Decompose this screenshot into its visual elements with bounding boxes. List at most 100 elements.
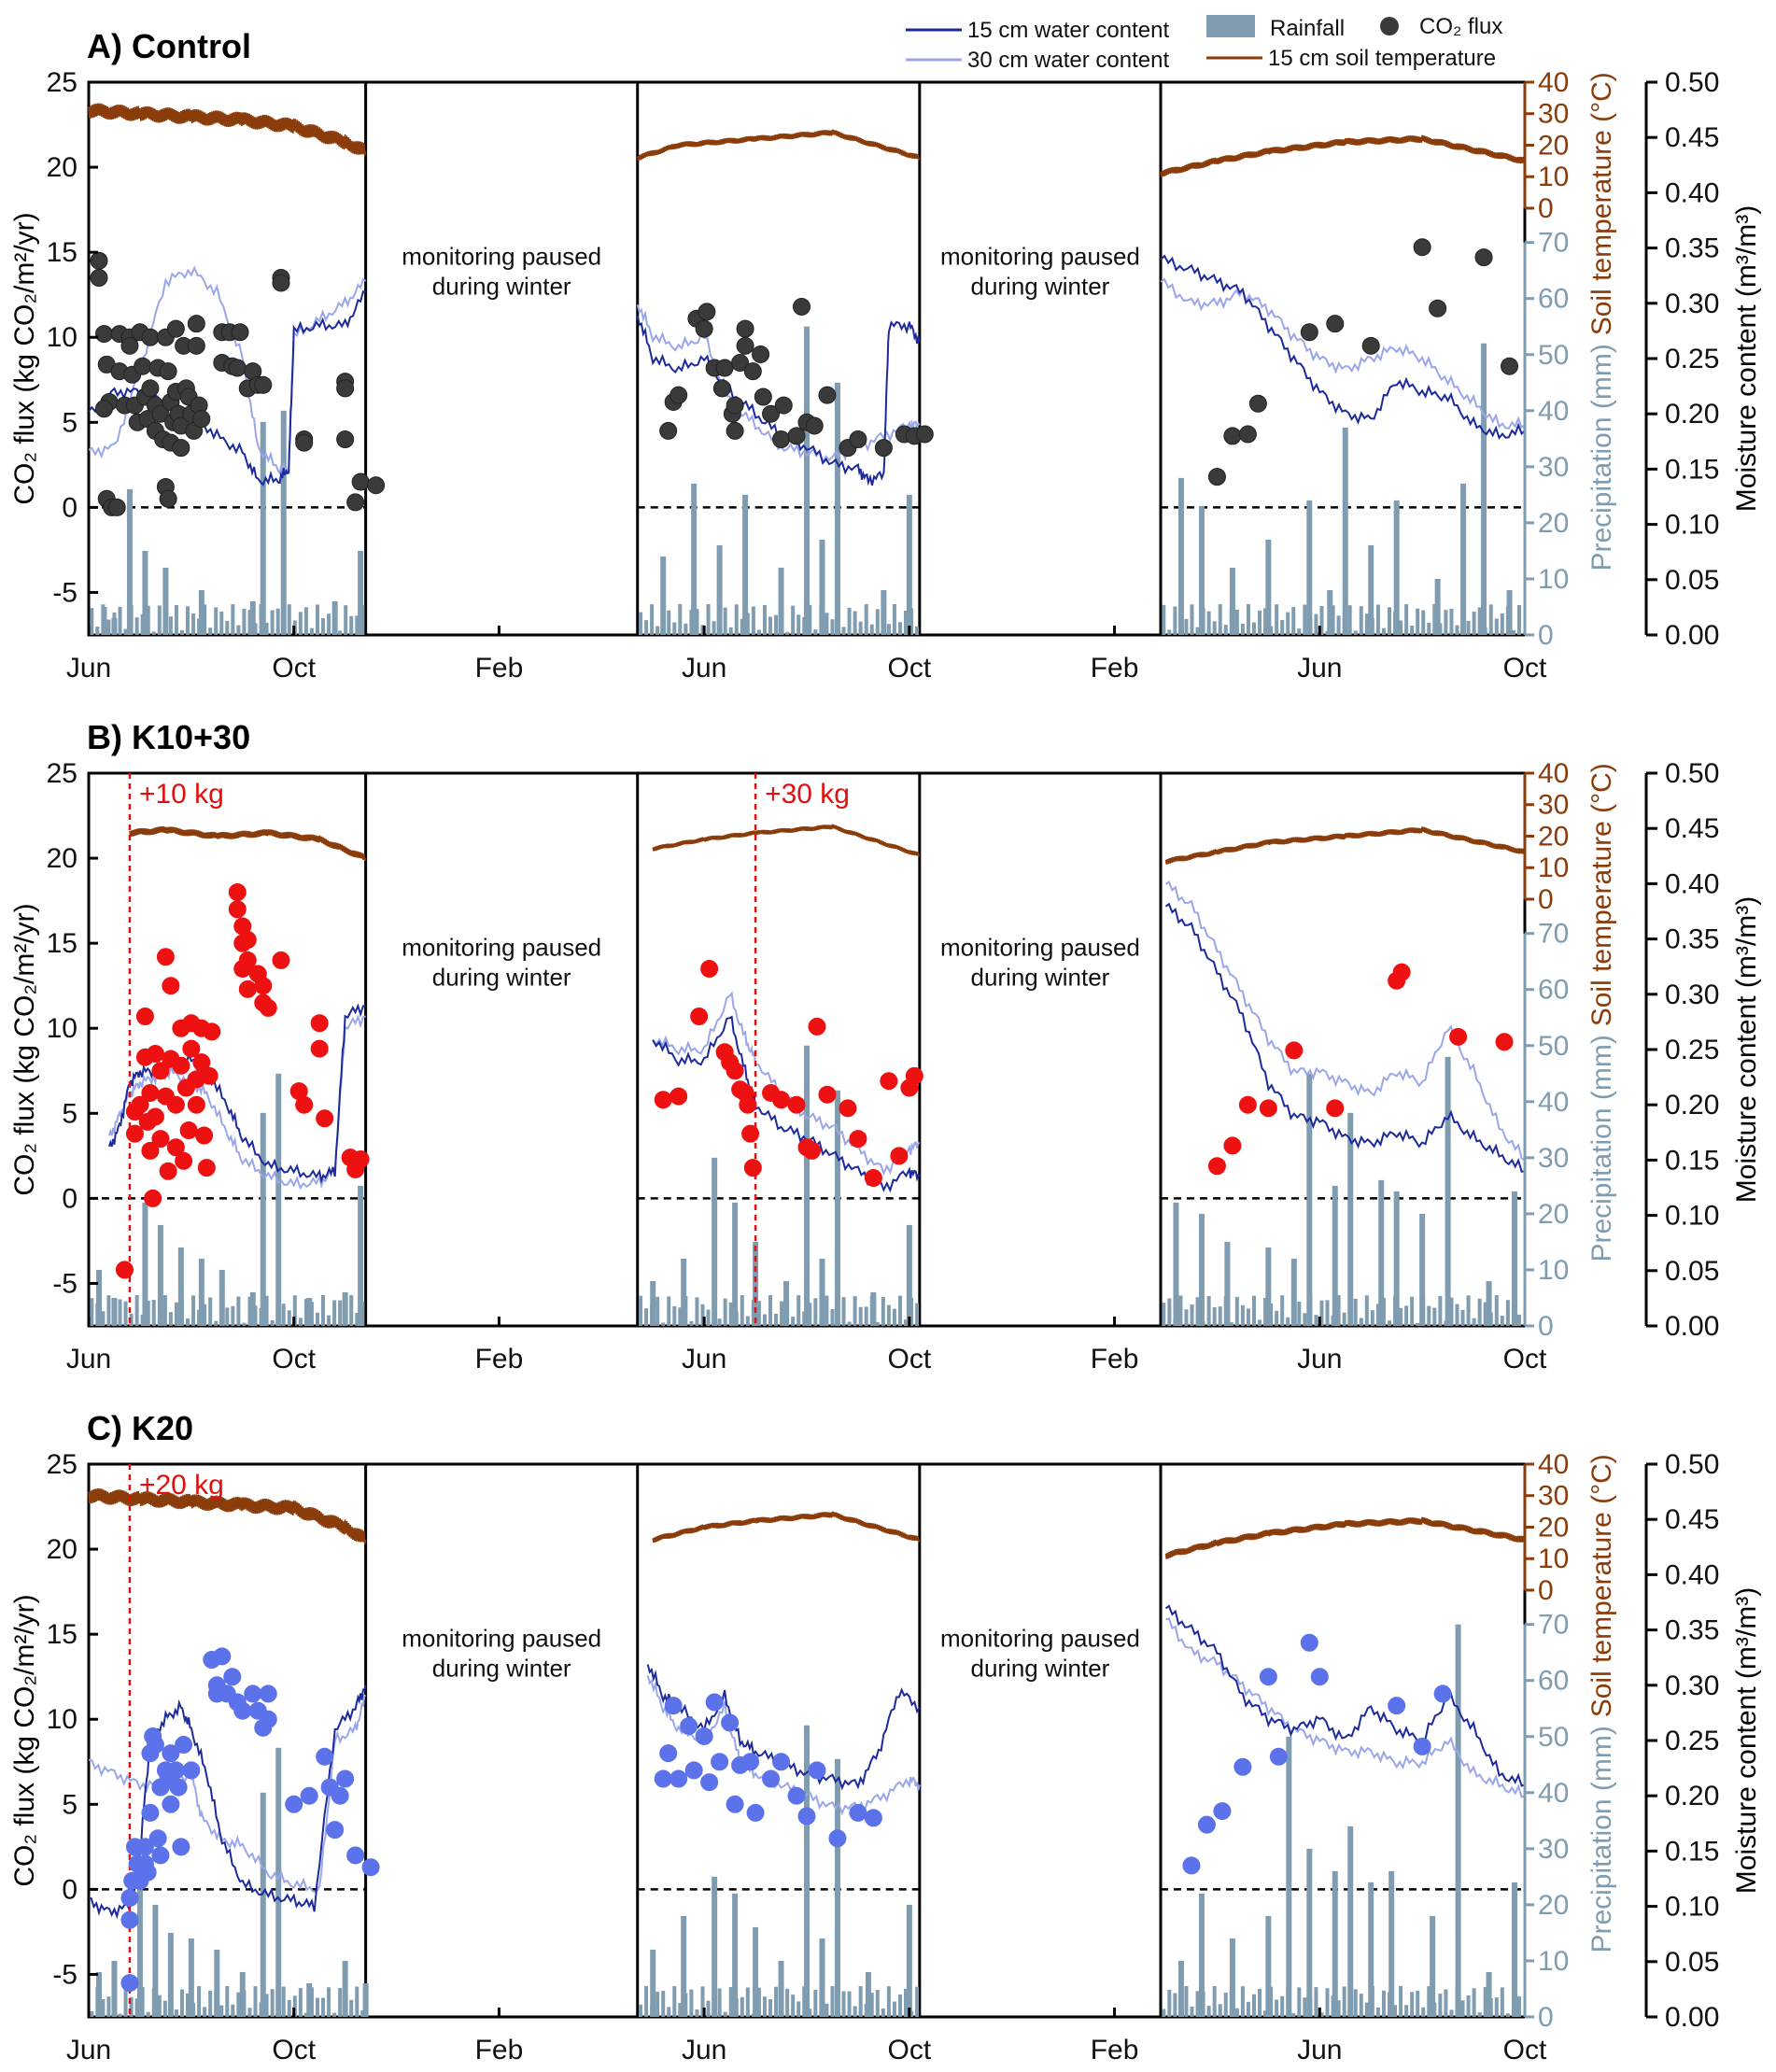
co2-flux-point — [659, 1744, 678, 1763]
rain-bar — [1387, 607, 1391, 635]
rain-bar — [249, 600, 256, 635]
rain-bar — [292, 1295, 297, 1326]
rain-bar — [321, 1997, 326, 2017]
rain-bar — [1195, 627, 1200, 635]
rain-bar — [1263, 1297, 1268, 1326]
rain-bar — [1162, 604, 1166, 635]
rain-bar — [732, 1202, 739, 1326]
rain-bar — [203, 1304, 207, 1326]
rain-bar — [95, 627, 100, 635]
rain-bar — [260, 1112, 266, 1326]
temperature-tick-label: 0 — [1538, 193, 1554, 224]
rain-bar — [186, 1318, 190, 1326]
rain-bar — [1388, 1870, 1395, 2017]
rain-bar — [1375, 2007, 1380, 2017]
rain-bar — [804, 1725, 810, 2017]
rain-bar — [886, 1304, 891, 1326]
rain-bar — [1466, 620, 1471, 635]
pause-label-line: monitoring paused — [940, 242, 1140, 270]
co2-flux-point — [316, 1109, 334, 1128]
co2-flux-point — [213, 1647, 232, 1666]
treatment-marker-label: +20 kg — [139, 1470, 224, 1501]
temperature-tick-label: 40 — [1538, 67, 1569, 98]
rain-bar — [327, 1987, 331, 2017]
co2-flux-point — [1413, 238, 1431, 257]
co2-flux-point — [1300, 1633, 1318, 1652]
rain-bar — [111, 1960, 118, 2017]
temperature-line — [1164, 826, 1526, 865]
co2-flux-point — [890, 1147, 909, 1165]
rain-bar — [1393, 500, 1400, 635]
co2-flux-point — [141, 1803, 160, 1822]
precipitation-tick-label: 20 — [1538, 508, 1569, 539]
rain-bar — [1500, 1316, 1504, 1326]
temperature-tick-label: 40 — [1538, 1449, 1569, 1480]
co2-flux-point — [787, 1095, 806, 1114]
rain-bar — [1494, 1997, 1499, 2017]
rain-bar — [1404, 2005, 1409, 2017]
rain-bar — [292, 1995, 297, 2017]
rain-bar — [1306, 1073, 1313, 1326]
x-tick-label: Feb — [1091, 2035, 1139, 2065]
rain-bar — [309, 627, 314, 635]
co2-flux-point — [818, 1085, 837, 1104]
rain-bar — [639, 612, 643, 635]
pause-label-line: during winter — [432, 963, 571, 991]
moisture-axis: 0.00 0.05 0.10 0.15 0.20 0.25 0.30 0.35 0.40 0.45… — [1644, 758, 1762, 1342]
rain-bar — [1416, 1990, 1420, 2017]
flux-tick-label: 25 — [47, 67, 78, 98]
rain-bar — [892, 1308, 896, 1326]
co2-flux-point — [793, 297, 811, 316]
rain-bar — [897, 1295, 902, 1326]
rain-bar — [168, 1312, 173, 1326]
co2-flux-point — [802, 1141, 821, 1160]
rain-bar — [1421, 2007, 1426, 2017]
rain-bar — [639, 1295, 643, 1326]
water15-line — [1164, 902, 1526, 1173]
water30-line — [1164, 880, 1526, 1162]
rain-bar — [101, 606, 107, 635]
rain-bar — [214, 1320, 218, 1326]
rain-bar — [242, 1322, 247, 1326]
moisture-tick-label: 0.45 — [1665, 1504, 1719, 1535]
temperature-tick-label: 20 — [1538, 1512, 1569, 1543]
moisture-tick-label: 0.15 — [1665, 1836, 1719, 1867]
rain-bar — [1427, 622, 1431, 635]
co2-flux-point — [187, 315, 205, 333]
co2-flux-point — [715, 359, 734, 377]
precipitation-tick-label: 70 — [1538, 228, 1569, 259]
rain-bar — [1387, 1320, 1391, 1326]
co2-flux-point — [1259, 1099, 1277, 1118]
co2-flux-point — [351, 472, 370, 491]
rain-bar — [870, 1291, 877, 1326]
co2-flux-point — [175, 1736, 193, 1755]
x-tick-label: Oct — [1503, 2035, 1547, 2065]
rain-bar — [728, 627, 733, 635]
water30-line — [88, 1694, 366, 1894]
rain-bar — [225, 1307, 230, 1326]
rain-bar — [1511, 629, 1515, 635]
rain-bar — [834, 382, 840, 635]
rain-bar — [1399, 1307, 1403, 1326]
moisture-axis-title: Moisture content (m³/m³) — [1731, 205, 1762, 512]
co2-flux-point — [808, 1017, 826, 1036]
rain-bar — [655, 1992, 660, 2017]
rain-bar — [355, 1313, 359, 1326]
rain-bar — [1251, 1295, 1256, 1326]
co2-flux-point — [203, 1022, 221, 1041]
rain-bar — [242, 608, 247, 635]
co2-flux-point — [1285, 1041, 1304, 1060]
co2-flux-point — [120, 336, 139, 355]
x-tick-label: Jun — [66, 1344, 111, 1374]
temperature-line — [88, 103, 367, 157]
rain-bar — [1393, 1191, 1400, 1326]
rain-bar — [264, 1295, 269, 1326]
co2-flux-point — [141, 379, 160, 398]
moisture-tick-label: 0.20 — [1665, 399, 1719, 430]
pause-label: monitoring paused during winter — [402, 1624, 601, 1682]
co2-flux-point — [1474, 248, 1493, 267]
co2-flux-point — [162, 1795, 180, 1813]
co2-flux-point — [726, 396, 744, 415]
rain-bar — [1314, 1987, 1318, 2017]
rain-bar — [897, 1994, 902, 2017]
